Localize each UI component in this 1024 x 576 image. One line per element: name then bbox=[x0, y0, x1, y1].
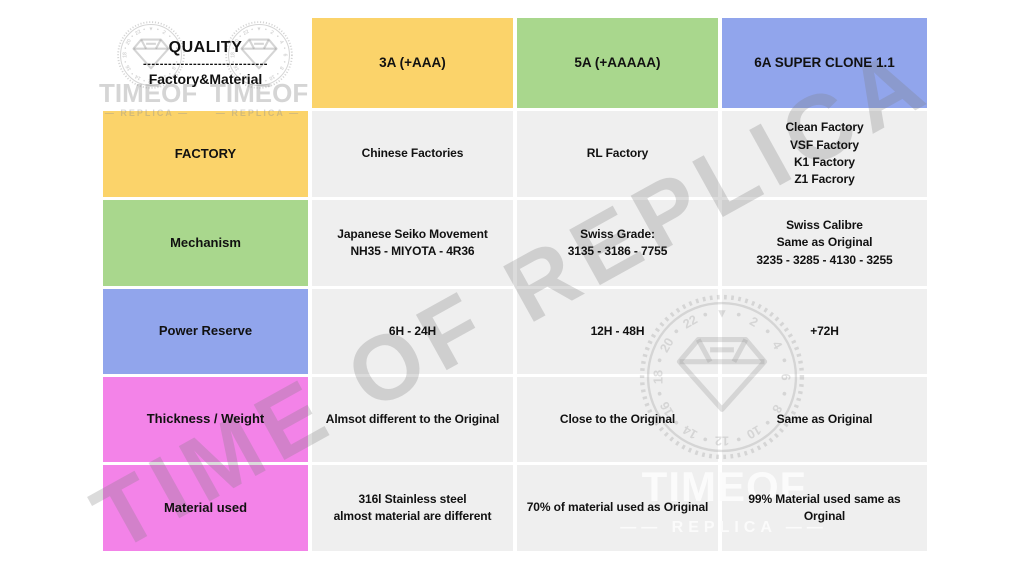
cell-text: Almsot different to the Original bbox=[325, 411, 500, 426]
cell-text: 316l Stainless steel almost material are… bbox=[333, 491, 492, 523]
column-header-label: 3A (+AAA) bbox=[379, 55, 446, 71]
column-header-3a: 3A (+AAA) bbox=[312, 18, 513, 108]
cell-text: Swiss Calibre Same as Original 3235 - 32… bbox=[756, 217, 893, 267]
table-cell: Swiss Grade: 3135 - 3186 - 7755 bbox=[517, 200, 718, 286]
row-header-mechanism: Mechanism bbox=[103, 200, 308, 286]
table-corner-title: QUALITY ------------------------------ F… bbox=[103, 18, 308, 108]
cell-text: Chinese Factories bbox=[361, 146, 464, 161]
cell-text: Same as Original bbox=[776, 411, 873, 426]
table-cell: Close to the Original bbox=[517, 377, 718, 462]
table-cell: Swiss Calibre Same as Original 3235 - 32… bbox=[722, 200, 927, 286]
cell-text: Close to the Original bbox=[559, 411, 676, 426]
cell-text: 12H - 48H bbox=[590, 323, 645, 338]
table-cell: 70% of material used as Original bbox=[517, 465, 718, 551]
cell-text: Swiss Grade: 3135 - 3186 - 7755 bbox=[567, 226, 668, 258]
table-cell: 316l Stainless steel almost material are… bbox=[312, 465, 513, 551]
row-header-label: FACTORY bbox=[174, 145, 237, 161]
row-header-thickness-weight: Thickness / Weight bbox=[103, 377, 308, 462]
column-header-label: 5A (+AAAAA) bbox=[574, 55, 661, 71]
row-header-label: Thickness / Weight bbox=[146, 411, 265, 427]
row-header-factory: FACTORY bbox=[103, 111, 308, 197]
table-cell: 12H - 48H bbox=[517, 289, 718, 374]
corner-subtitle: Factory&Material bbox=[148, 71, 263, 87]
table-cell: Almsot different to the Original bbox=[312, 377, 513, 462]
row-header-label: Mechanism bbox=[170, 234, 241, 250]
cell-text: Japanese Seiko Movement NH35 - MIYOTA - … bbox=[337, 226, 488, 258]
table-cell: Chinese Factories bbox=[312, 111, 513, 197]
cell-text: 6H - 24H bbox=[388, 323, 437, 338]
cell-text: 70% of material used as Original bbox=[526, 500, 709, 515]
row-header-label: Power Reserve bbox=[158, 323, 253, 339]
column-header-6a: 6A SUPER CLONE 1.1 bbox=[722, 18, 927, 108]
comparison-table: QUALITY ------------------------------ F… bbox=[103, 18, 927, 551]
corner-divider: ------------------------------ bbox=[143, 58, 268, 70]
cell-text: +72H bbox=[810, 323, 839, 338]
column-header-5a: 5A (+AAAAA) bbox=[517, 18, 718, 108]
table-cell: +72H bbox=[722, 289, 927, 374]
column-header-label: 6A SUPER CLONE 1.1 bbox=[754, 55, 895, 71]
row-header-label: Material used bbox=[163, 499, 248, 515]
table-cell: Clean Factory VSF Factory K1 Factory Z1 … bbox=[722, 111, 927, 197]
cell-text: 99% Material used same as Orginal bbox=[748, 491, 901, 523]
corner-title: QUALITY bbox=[168, 39, 243, 56]
table-cell: 6H - 24H bbox=[312, 289, 513, 374]
cell-text: RL Factory bbox=[586, 146, 649, 161]
row-header-power-reserve: Power Reserve bbox=[103, 289, 308, 374]
cell-text: Clean Factory VSF Factory K1 Factory Z1 … bbox=[785, 120, 864, 187]
table-cell: Same as Original bbox=[722, 377, 927, 462]
table-cell: 99% Material used same as Orginal bbox=[722, 465, 927, 551]
row-header-material-used: Material used bbox=[103, 465, 308, 551]
table-cell: Japanese Seiko Movement NH35 - MIYOTA - … bbox=[312, 200, 513, 286]
table-cell: RL Factory bbox=[517, 111, 718, 197]
